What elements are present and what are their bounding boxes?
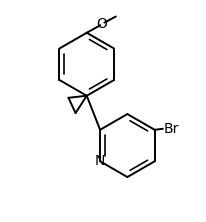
Text: O: O [97,17,107,31]
Text: N: N [95,154,105,168]
Text: Br: Br [164,122,179,136]
